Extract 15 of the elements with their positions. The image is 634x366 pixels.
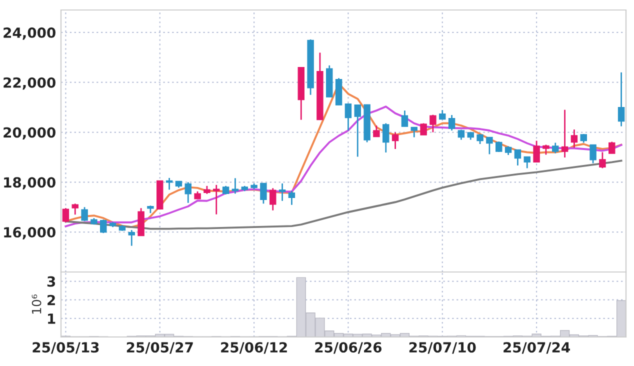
- y-axis-title: 10⁶: [32, 294, 42, 314]
- y-tick-label: 3: [47, 276, 56, 287]
- y-tick-label: 24,000: [4, 27, 56, 40]
- y-tick-label: 2: [48, 294, 55, 306]
- y-tick-label: 1: [48, 314, 56, 324]
- y-tick-label: 20,000: [4, 127, 56, 140]
- x-tick-label: 25/05/13: [32, 342, 99, 354]
- x-tick-label: 25/05/27: [126, 342, 193, 354]
- y-tick-label: 22,000: [4, 77, 56, 90]
- y-tick-label: 16,000: [4, 227, 56, 240]
- x-tick-label: 25/07/10: [409, 342, 476, 354]
- x-tick-label: 25/06/12: [221, 342, 287, 354]
- y-tick-label: 18,000: [4, 177, 56, 190]
- x-tick-label: 25/06/26: [315, 342, 382, 354]
- x-tick-label: 25/07/24: [504, 342, 570, 354]
